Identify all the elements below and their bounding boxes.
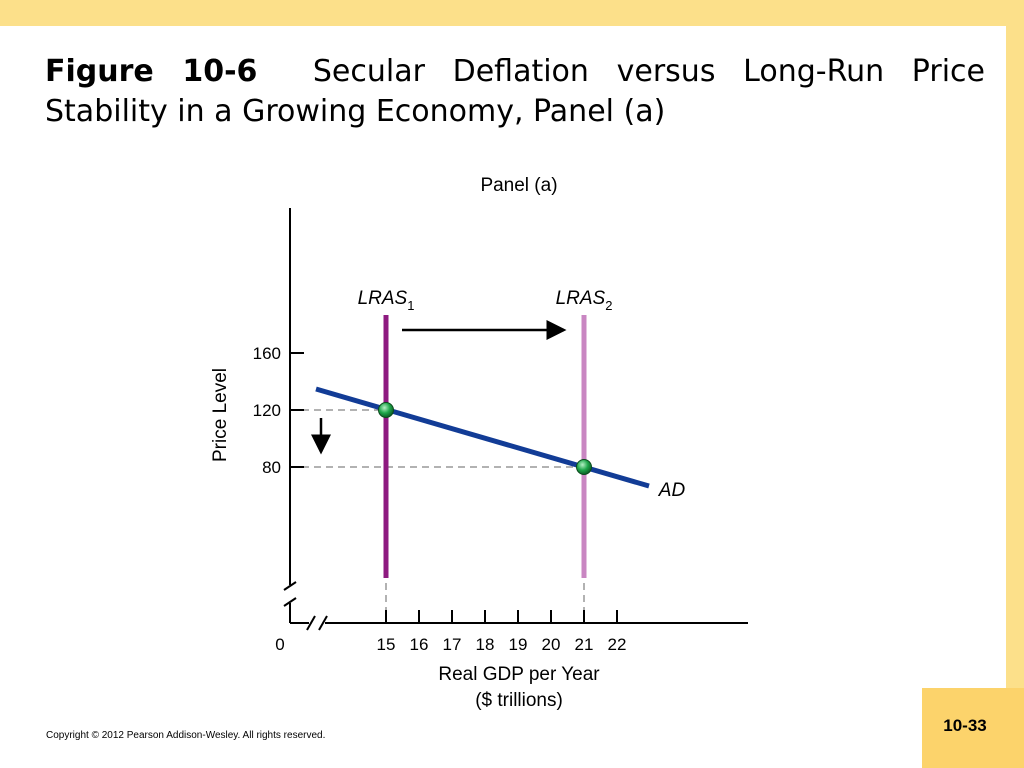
x-tick-label: 22 [608,635,627,654]
series-layer [315,315,650,578]
slide-title: Figure 10-6 Secular Deflation versus Lon… [45,52,985,132]
figure-title: Secular Deflation versus Long-Run Price … [45,54,985,129]
equilibrium-point [378,402,394,418]
annotation-layer [311,320,567,455]
ad-line [315,386,650,489]
x-tick-label: 15 [377,635,396,654]
page-number-box [922,688,1024,768]
x-tick-label: 20 [542,635,561,654]
lras-label-2: LRAS2 [556,288,613,313]
equilibrium-point [576,459,592,475]
copyright-text: Copyright © 2012 Pearson Addison-Wesley.… [46,730,326,741]
x-tick-label: 16 [410,635,429,654]
x-axis-break-mark [306,615,316,631]
ad-label: AD [658,480,686,501]
x-axis-break-mark [318,615,328,631]
gridguides-layer [290,409,585,621]
lras-label-1: LRAS1 [358,288,415,313]
x-tick-label: 19 [509,635,528,654]
slide-frame-right [1006,0,1024,768]
figure-label: Figure 10-6 [45,54,258,89]
x-tick-label: 18 [476,635,495,654]
y-tick-label: 160 [253,344,281,363]
y-tick-label: 80 [262,458,281,477]
axes-layer [283,208,748,631]
y-axis-break-mark [283,581,297,591]
x-origin-label: 0 [275,635,284,654]
chart-title: Panel (a) [480,175,557,196]
x-tick-label: 17 [443,635,462,654]
labels-layer: 0 15 16 17 18 19 20 21 22 80 120 160 Price Level Real… [210,288,685,711]
x-axis-unit: ($ trillions) [475,690,563,711]
slide-frame-top [0,0,1024,26]
page-number: 10-33 [943,716,987,735]
x-tick-label: 21 [575,635,594,654]
y-axis-break-mark [283,597,297,607]
y-tick-label: 120 [253,401,281,420]
points-layer [378,402,592,475]
x-axis-title: Real GDP per Year [438,664,600,685]
y-axis-title: Price Level [210,368,231,462]
